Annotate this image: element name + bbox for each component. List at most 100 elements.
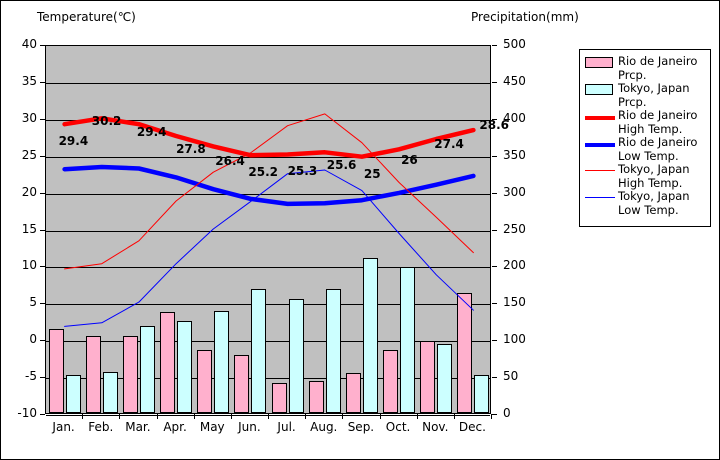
x-axis-tick-label: Oct. [385,420,411,434]
gridline [46,378,490,380]
bar [288,299,304,413]
left-axis-title: Temperature(℃) [37,10,136,24]
bar [400,266,416,413]
right-axis-tickmark [492,377,497,379]
legend-label: Tokyo, Japan Low Temp. [618,189,690,217]
legend-item[interactable]: Tokyo, Japan Prcp. [585,81,707,109]
x-axis-tick-label: Apr. [163,420,187,434]
left-axis-tickmark [40,377,45,379]
legend: Rio de Janeiro Prcp. Tokyo, Japan Prcp. Ri… [579,49,711,227]
right-axis-title: Precipitation(mm) [471,10,579,24]
x-axis-tick-label: Jul. [277,420,296,434]
right-axis-tickmark [492,192,497,194]
bar [437,344,453,413]
x-axis-tick-label: Jan. [52,420,75,434]
right-axis-tick-label: 300 [503,184,526,199]
x-axis-tick-label: Dec. [458,420,486,434]
right-axis-tickmark [492,303,497,305]
left-axis-tick-label: 30 [21,110,37,125]
x-axis-tickmark [379,414,381,419]
data-line [64,113,474,270]
right-axis-tickmark [492,340,497,342]
legend-swatch [585,57,613,68]
legend-swatch [585,84,613,95]
gridline [46,82,490,84]
left-axis-tickmark [40,118,45,120]
x-axis-tickmark [82,414,84,419]
left-axis-tickmark [40,266,45,268]
gridline [46,230,490,232]
x-axis-tickmark [119,414,121,419]
right-axis-tickmark [492,155,497,157]
legend-key-icon [585,57,615,70]
left-axis-tickmark [40,192,45,194]
left-axis-tickmark [40,340,45,342]
legend-line [585,116,615,120]
legend-key-icon [585,138,615,151]
left-axis-tick-label: 5 [29,295,37,310]
right-axis-tick-label: 250 [503,221,526,236]
bar [457,292,473,413]
x-axis-tickmark [453,414,455,419]
left-axis-tick-label: -5 [25,369,37,384]
legend-item[interactable]: Tokyo, Japan High Temp. [585,162,707,190]
left-axis-tick-label: 35 [21,73,37,88]
x-axis-tick-label: Jun. [238,420,261,434]
bar [251,289,267,413]
bar [197,349,213,413]
x-axis-tick-label: Aug. [310,420,338,434]
bar [271,382,287,413]
left-axis-tick-label: 20 [21,184,37,199]
data-line [64,169,474,327]
x-axis-tickmark [193,414,195,419]
x-axis-tick-label: Feb. [88,420,114,434]
right-axis-tick-label: 200 [503,258,526,273]
left-axis-tick-label: 15 [21,221,37,236]
right-axis-tickmark [492,266,497,268]
legend-key-icon [585,192,615,205]
legend-key-icon [585,84,615,97]
left-axis-tickmark [40,45,45,46]
data-label: 30.2 [91,114,122,129]
legend-item[interactable]: Rio de Janeiro High Temp. [585,108,707,136]
left-axis-tick-label: 25 [21,147,37,162]
data-label: 26.4 [215,154,245,169]
left-axis-tickmark [40,155,45,157]
gridline [46,267,490,269]
left-axis-tickmark [40,81,45,83]
left-axis-tick-label: -10 [17,406,37,420]
legend-label: Rio de Janeiro Prcp. [618,54,698,82]
bar [362,258,378,413]
line-group [62,113,476,327]
bar [177,320,193,413]
right-axis-tick-label: 0 [503,406,511,420]
data-label: 27.4 [434,136,464,151]
legend-line [585,170,615,171]
right-axis-tickmark [492,118,497,120]
bar [214,311,230,413]
left-axis-tick-label: 40 [21,37,37,51]
right-axis-tickmark [492,414,497,415]
data-line [62,116,476,159]
right-axis-tick-label: 150 [503,295,526,310]
x-axis-tickmark [342,414,344,419]
data-label: 25 [363,166,381,181]
legend-item[interactable]: Tokyo, Japan Low Temp. [585,189,707,217]
legend-label: Rio de Janeiro High Temp. [618,108,698,136]
legend-item[interactable]: Rio de Janeiro Prcp. [585,54,707,82]
bar [160,311,176,413]
legend-label: Rio de Janeiro Low Temp. [618,135,698,163]
right-axis-tick-label: 350 [503,147,526,162]
gridline [46,119,490,121]
bar [325,289,341,413]
bar [85,336,101,413]
right-axis-tick-label: 400 [503,110,526,125]
gridline [46,415,490,416]
right-axis-tick-label: 100 [503,332,526,347]
x-axis-tick-label: Mar. [125,420,151,434]
x-axis-tick-label: Nov. [422,420,449,434]
gridline [46,341,490,343]
right-axis-tick-label: 50 [503,369,519,384]
legend-item[interactable]: Rio de Janeiro Low Temp. [585,135,707,163]
